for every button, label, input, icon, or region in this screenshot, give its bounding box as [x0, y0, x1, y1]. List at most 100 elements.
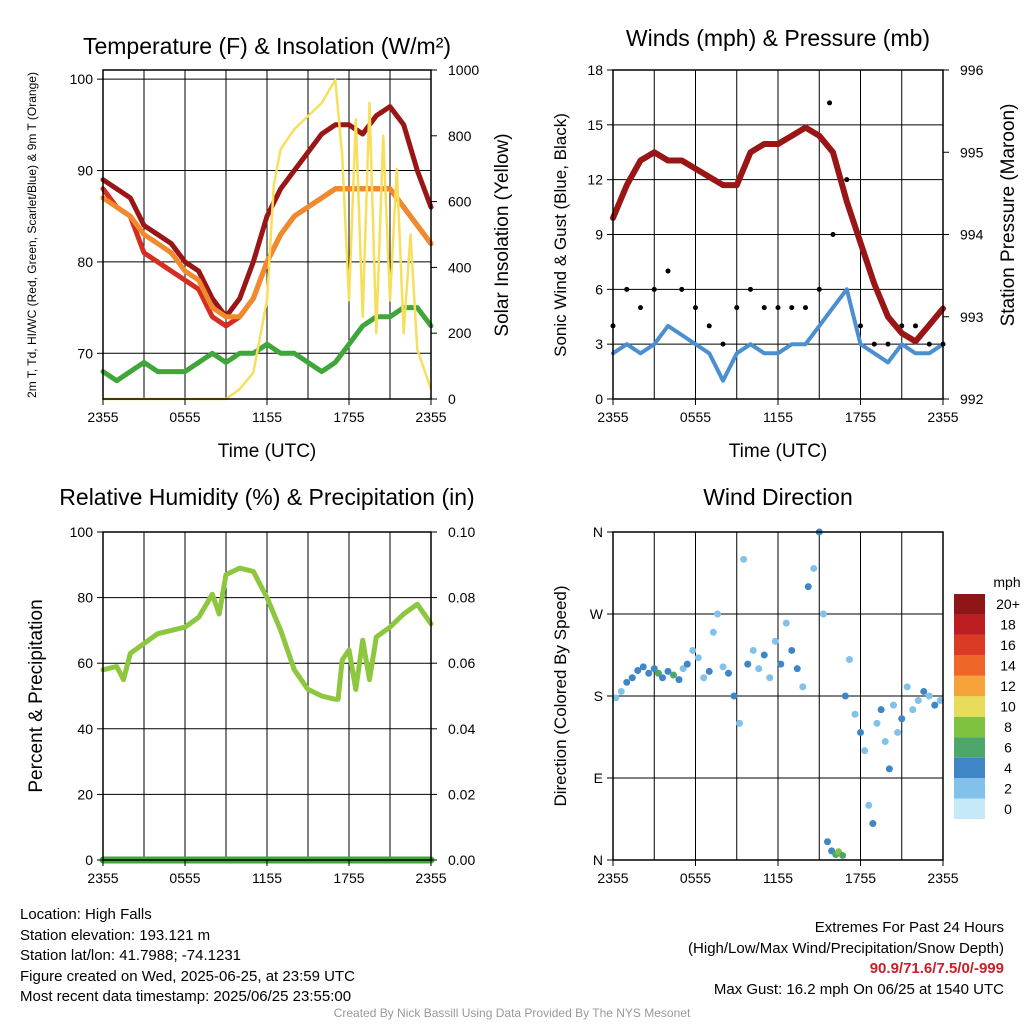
- recent-text: Most recent data timestamp: 2025/06/25 2…: [20, 988, 352, 1005]
- direction-point: [740, 555, 748, 563]
- y2-tick-label: 996: [960, 62, 984, 78]
- gust-point: [665, 268, 671, 274]
- direction-point: [898, 715, 906, 723]
- winds-xlabel: Time (UTC): [729, 441, 828, 462]
- direction-point: [873, 719, 881, 727]
- direction-point: [810, 564, 818, 572]
- x-tick-label: 2355: [87, 409, 118, 425]
- gust-point: [803, 305, 808, 311]
- direction-point: [639, 663, 647, 671]
- gust-point: [706, 323, 712, 329]
- location-text: Location: High Falls: [20, 906, 152, 923]
- y-tick-label: 40: [77, 721, 93, 737]
- direction-point: [628, 674, 636, 682]
- direction-point: [719, 663, 727, 671]
- x-tick-label: 0555: [680, 409, 711, 425]
- y2-tick-label: 0: [448, 391, 456, 407]
- direction-point: [819, 610, 827, 618]
- legend-swatch: [954, 798, 985, 819]
- direction-point: [670, 671, 677, 679]
- y2-tick-label: 994: [960, 227, 984, 243]
- extremes-desc: (High/Low/Max Wind/Precipitation/Snow De…: [688, 939, 1004, 957]
- temp_9m-line: [100, 186, 434, 320]
- y2-tick-label: 400: [448, 259, 472, 275]
- direction-point: [634, 666, 642, 674]
- max-gust-point: [827, 100, 833, 106]
- direction-point: [782, 619, 790, 627]
- created-text: Figure created on Wed, 2025-06-25, at 23…: [20, 967, 355, 985]
- direction-point: [861, 747, 869, 755]
- direction-point: [694, 654, 702, 662]
- direction-point: [793, 665, 801, 673]
- temperature-title: Temperature (F) & Insolation (W/m²): [83, 33, 451, 59]
- humidity-title: Relative Humidity (%) & Precipitation (i…: [59, 484, 474, 510]
- legend-title: mph: [993, 574, 1020, 590]
- y-tick-label: 90: [77, 163, 93, 179]
- y-tick-label: 100: [70, 524, 94, 540]
- direction-point: [857, 728, 864, 736]
- y-tick-label: 20: [77, 786, 93, 802]
- y-tick-label: N: [593, 524, 603, 540]
- legend-swatch: [954, 655, 985, 676]
- gust-point: [871, 341, 877, 347]
- y-tick-label: 3: [595, 336, 603, 352]
- y-tick-label: W: [590, 606, 604, 622]
- legend-label: 4: [1004, 760, 1012, 776]
- y2-tick-label: 600: [448, 194, 472, 210]
- gust-point: [858, 323, 863, 329]
- y-tick-label: 70: [77, 345, 93, 361]
- credit-text: Created By Nick Bassill Using Data Provi…: [333, 1006, 691, 1020]
- y2-tick-label: 0.00: [448, 852, 475, 868]
- legend-swatch: [954, 594, 985, 615]
- direction-point: [920, 687, 928, 695]
- direction-point: [645, 669, 653, 677]
- legend-label: 6: [1004, 739, 1012, 755]
- direction-point: [749, 646, 757, 654]
- direction-point: [760, 651, 768, 659]
- x-tick-label: 1155: [763, 870, 793, 886]
- gust-point: [693, 305, 698, 311]
- direction-point: [659, 674, 666, 682]
- gust-point: [638, 305, 643, 311]
- gust-point: [775, 305, 781, 311]
- legend-label: 18: [1000, 617, 1016, 633]
- direction-point: [725, 669, 732, 677]
- direction-point: [771, 637, 779, 645]
- direction-point: [824, 838, 831, 846]
- y2-tick-label: 0.06: [448, 655, 475, 671]
- y-tick-label: 0: [595, 391, 603, 407]
- x-tick-label: 1755: [845, 409, 876, 425]
- legend-swatch: [954, 757, 985, 779]
- station-info: Location: High Falls Station elevation: …: [20, 905, 355, 1008]
- legend-swatch: [954, 778, 985, 799]
- gust-point: [734, 305, 740, 311]
- direction-point: [709, 628, 717, 636]
- y-tick-label: E: [594, 770, 603, 786]
- y2-tick-label: 992: [960, 391, 984, 407]
- direction-point: [909, 706, 917, 714]
- y-tick-label: 0: [85, 852, 93, 868]
- heat_index-line: [100, 104, 434, 320]
- legend-label: 0: [1004, 801, 1012, 817]
- gust-point: [885, 341, 891, 347]
- gust-point: [748, 286, 753, 292]
- y2-tick-label: 995: [960, 144, 984, 160]
- y-tick-label: S: [594, 688, 603, 704]
- y2-tick-label: 993: [960, 309, 984, 325]
- legend-swatch: [954, 614, 985, 635]
- legend-label: 8: [1004, 719, 1012, 735]
- gust-point: [816, 286, 822, 292]
- direction-point: [804, 583, 812, 591]
- direction-point: [936, 697, 944, 705]
- legend-label: 12: [1000, 678, 1016, 694]
- direction-point: [841, 692, 849, 700]
- direction-point: [914, 697, 922, 705]
- humidity-ylabel: Percent & Precipitation: [26, 599, 47, 792]
- direction-point: [664, 667, 672, 675]
- gust-point: [679, 286, 685, 292]
- y-tick-label: 18: [587, 62, 603, 78]
- direction-point: [714, 610, 721, 618]
- direction-point: [890, 701, 897, 709]
- y2-tick-label: 200: [448, 325, 472, 341]
